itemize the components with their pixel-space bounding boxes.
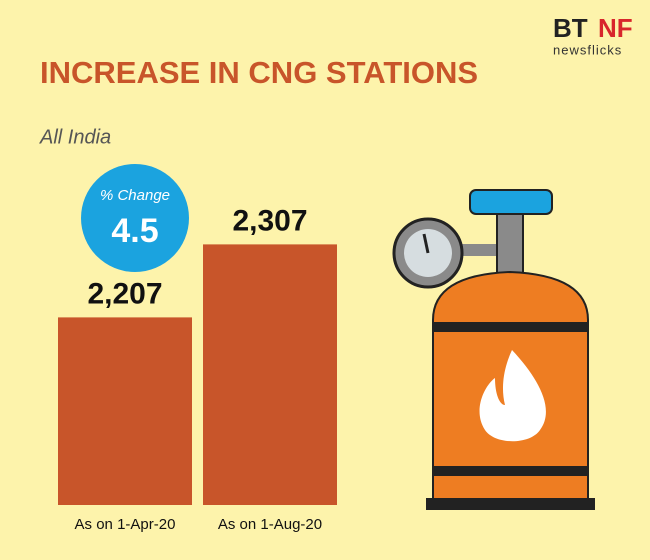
value-label: 2,307 [232,204,307,237]
base [426,498,595,510]
flame [479,350,546,442]
logo-left: BT [553,13,588,43]
neck [496,211,524,275]
valve [469,189,553,215]
value-label: 2,207 [87,277,162,310]
logo-sub: newsflicks [553,42,622,57]
bar [203,244,337,505]
band [433,466,588,476]
gauge-needle [422,233,430,254]
cylinder-illustration [392,189,595,510]
chart-title: INCREASE IN CNG STATIONS [40,55,478,90]
bar [58,317,192,505]
chart-subtitle: All India [39,126,111,148]
logo-right: NF [598,13,633,43]
x-tick-label: As on 1-Aug-20 [218,516,322,533]
change-value: 4.5 [111,212,158,250]
x-tick-label: As on 1-Apr-20 [75,516,176,533]
band [433,322,588,332]
change-badge [81,164,189,272]
change-label: % Change [100,187,170,204]
